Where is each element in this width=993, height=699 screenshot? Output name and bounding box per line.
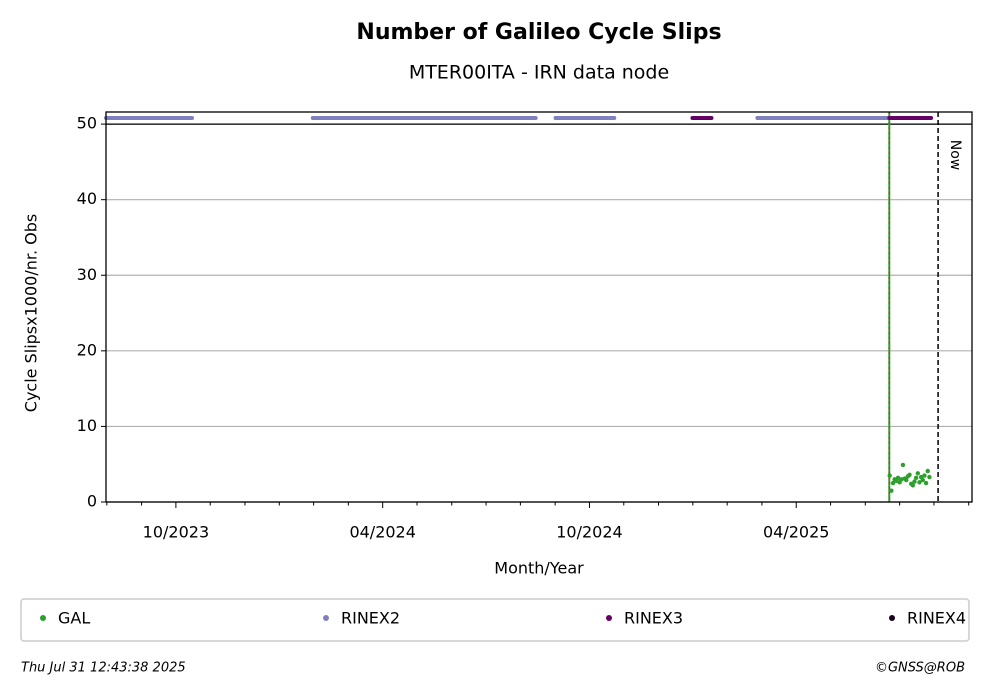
point [904, 477, 909, 483]
point [925, 468, 930, 474]
x-axis-label: Month/Year [494, 559, 584, 578]
point [920, 477, 925, 483]
point [913, 475, 919, 481]
legend-label: RINEX4 [907, 609, 966, 628]
point [915, 471, 921, 476]
x-tick-label: 04/2025 [763, 523, 829, 542]
point [910, 483, 916, 488]
point [917, 480, 922, 485]
legend-label: RINEX2 [341, 609, 400, 628]
y-tick-label: 30 [77, 265, 97, 284]
legend-box [20, 598, 970, 642]
legend-marker [889, 615, 895, 621]
point [899, 477, 904, 482]
y-tick-label: 40 [77, 189, 97, 208]
point [912, 479, 917, 484]
point [895, 475, 901, 481]
y-tick-label: 20 [77, 340, 97, 359]
point [889, 488, 894, 493]
footer-timestamp: Thu Jul 31 12:43:38 2025 [21, 661, 186, 676]
legend-marker [40, 615, 46, 621]
chart-subtitle: MTER00ITA - IRN data node [409, 62, 669, 84]
legend-label: GAL [58, 609, 90, 628]
x-tick-label: 10/2024 [556, 523, 622, 542]
point [923, 480, 929, 486]
x-tick-label: 04/2024 [349, 523, 415, 542]
chart-title: Number of Galileo Cycle Slips [356, 20, 721, 45]
point [900, 462, 906, 468]
y-tick-label: 50 [77, 114, 97, 133]
point [890, 480, 896, 486]
now-label: Now [947, 140, 963, 171]
legend-marker [323, 615, 329, 621]
legend-marker [606, 615, 612, 621]
point [922, 473, 927, 478]
point [907, 472, 912, 477]
plot-frame [105, 111, 973, 503]
y-tick-label: 0 [87, 492, 97, 511]
point [887, 473, 892, 478]
legend-label: RINEX3 [624, 609, 683, 628]
footer-credit: ©GNSS@ROB [875, 661, 965, 676]
y-tick-label: 10 [77, 416, 97, 435]
x-tick-label: 10/2023 [143, 523, 209, 542]
y-axis-label: Cycle Slipsx1000/nr. Obs [22, 214, 41, 412]
point [927, 474, 932, 480]
